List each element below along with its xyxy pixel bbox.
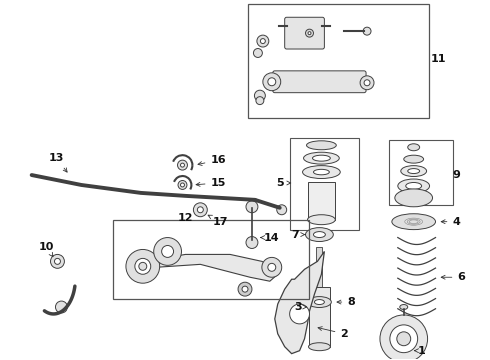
Circle shape <box>180 163 184 167</box>
Text: 3: 3 <box>295 302 307 312</box>
Circle shape <box>364 80 370 86</box>
Polygon shape <box>275 251 324 354</box>
Ellipse shape <box>315 300 324 305</box>
FancyBboxPatch shape <box>285 17 324 49</box>
Ellipse shape <box>303 152 339 164</box>
Ellipse shape <box>314 169 329 175</box>
Circle shape <box>162 246 173 257</box>
Text: 13: 13 <box>49 153 67 172</box>
Circle shape <box>260 39 266 44</box>
Text: 14: 14 <box>261 233 280 243</box>
Text: 8: 8 <box>337 297 355 307</box>
Circle shape <box>257 35 269 47</box>
Circle shape <box>262 257 282 277</box>
Ellipse shape <box>401 166 427 176</box>
Circle shape <box>194 203 207 217</box>
Ellipse shape <box>309 343 330 351</box>
Circle shape <box>360 76 374 90</box>
Text: 16: 16 <box>198 155 226 166</box>
Ellipse shape <box>408 168 419 174</box>
Circle shape <box>290 304 310 324</box>
Ellipse shape <box>313 155 330 161</box>
Bar <box>290 138 359 230</box>
Text: 9: 9 <box>452 170 460 180</box>
Text: 4: 4 <box>441 217 460 227</box>
FancyBboxPatch shape <box>273 71 366 93</box>
Ellipse shape <box>307 141 336 150</box>
Bar <box>308 182 335 220</box>
Circle shape <box>197 207 203 213</box>
Circle shape <box>55 301 68 313</box>
Circle shape <box>135 258 151 274</box>
Circle shape <box>390 325 417 353</box>
Ellipse shape <box>306 228 333 242</box>
Text: 1: 1 <box>415 346 425 356</box>
Circle shape <box>246 201 258 213</box>
Circle shape <box>397 332 411 346</box>
Bar <box>248 4 429 118</box>
Text: 7: 7 <box>292 230 305 239</box>
Bar <box>317 247 322 287</box>
Ellipse shape <box>400 305 408 310</box>
Ellipse shape <box>395 189 433 207</box>
Circle shape <box>380 315 428 360</box>
Circle shape <box>253 49 262 58</box>
Polygon shape <box>136 255 278 281</box>
Circle shape <box>246 237 258 248</box>
Circle shape <box>363 27 371 35</box>
Circle shape <box>256 96 264 105</box>
Circle shape <box>50 255 64 268</box>
Text: 11: 11 <box>431 54 446 64</box>
Circle shape <box>268 264 276 271</box>
Bar <box>309 287 330 347</box>
Circle shape <box>277 205 287 215</box>
Circle shape <box>177 160 188 170</box>
Text: 12: 12 <box>178 213 193 223</box>
Text: 2: 2 <box>318 327 348 339</box>
Text: 6: 6 <box>441 272 465 282</box>
Circle shape <box>242 286 248 292</box>
Text: 17: 17 <box>208 215 228 227</box>
Circle shape <box>263 73 281 91</box>
Ellipse shape <box>308 297 331 307</box>
Circle shape <box>126 249 160 283</box>
Bar <box>389 140 453 205</box>
Circle shape <box>178 180 187 189</box>
Text: 15: 15 <box>196 178 226 188</box>
Text: 10: 10 <box>39 243 54 257</box>
Ellipse shape <box>408 144 419 151</box>
Circle shape <box>139 262 147 270</box>
Bar <box>113 220 310 299</box>
Circle shape <box>154 238 181 265</box>
Circle shape <box>254 90 266 101</box>
Circle shape <box>306 29 314 37</box>
Ellipse shape <box>302 166 340 179</box>
Circle shape <box>268 78 276 86</box>
Circle shape <box>308 32 311 35</box>
Circle shape <box>180 183 184 187</box>
Ellipse shape <box>398 179 430 193</box>
Ellipse shape <box>404 155 424 163</box>
Ellipse shape <box>308 215 335 225</box>
Text: 5: 5 <box>276 178 291 188</box>
Circle shape <box>54 258 60 264</box>
Ellipse shape <box>392 214 436 230</box>
Ellipse shape <box>314 231 325 238</box>
Circle shape <box>238 282 252 296</box>
Ellipse shape <box>406 183 421 189</box>
